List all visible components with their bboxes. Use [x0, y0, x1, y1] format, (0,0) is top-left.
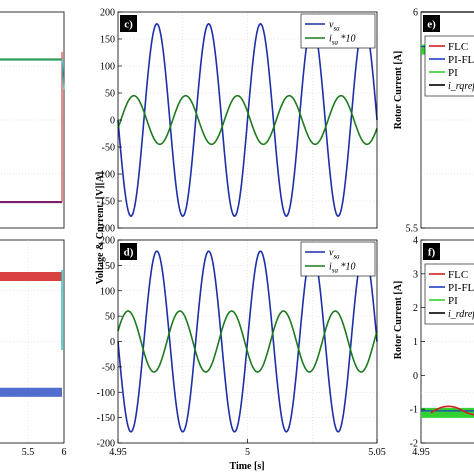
legend-entry: i_rqref [448, 81, 474, 92]
y-tick-label: -100 [97, 388, 115, 399]
step-line [61, 59, 65, 90]
axes-frame [0, 11, 65, 229]
panel-label: d) [124, 247, 134, 259]
series-line [117, 250, 378, 433]
y-tick-label: 2 [413, 303, 418, 314]
panel-label-box [120, 243, 137, 260]
y-tick-label: -50 [102, 143, 115, 154]
legend-entry: i_rdref [448, 309, 474, 320]
legend-box [300, 241, 376, 277]
legend-box [300, 13, 376, 49]
x-tick-label: 4.95 [412, 447, 430, 458]
y-tick-label: 0 [110, 337, 115, 348]
legend-entry: FLC [448, 269, 468, 281]
y-tick-label: 1 [413, 337, 418, 348]
panel-d: -200 -150 -100 -50 0 50 100 150 200 4.95 5 5.05 d) vs… [97, 236, 386, 459]
panel-label: f) [428, 247, 436, 259]
ylabel-voltage-current: Voltage & Current, [V][A] [95, 172, 106, 285]
left-bottom-panel: 5.5 6 [0, 239, 67, 458]
legend-entry: PI [448, 67, 458, 79]
y-tick-label: 200 [100, 8, 115, 19]
legend-entry: vsa [329, 248, 340, 261]
y-tick-label: -2 [410, 439, 418, 450]
ylabel-rotor-current-e: Rotor Current [A] [393, 51, 404, 130]
x-tick-label: 4.95 [109, 447, 127, 458]
panel-label-box [120, 15, 137, 32]
y-tick-label: -200 [97, 439, 115, 450]
y-tick-label: 5.5 [406, 224, 419, 235]
legend-entry: isa *10 [329, 262, 356, 275]
ylabel-rotor-current-f: Rotor Current [A] [393, 281, 404, 360]
xlabel-time: Time [s] [229, 461, 264, 472]
y-tick-label: 6 [413, 8, 418, 19]
y-tick-label: 0 [413, 371, 418, 382]
y-tick-label: 150 [100, 261, 115, 272]
legend-entry: FLC [448, 41, 468, 53]
left-top-panel [0, 11, 65, 229]
legend-entry: PI-FLC [448, 282, 474, 294]
series-line [117, 310, 378, 373]
panel-label: e) [427, 19, 436, 31]
y-tick-label: -1 [410, 405, 418, 416]
y-tick-label: 4 [413, 236, 418, 247]
legend-entry: PI [448, 295, 458, 307]
y-tick-label: -150 [97, 197, 115, 208]
y-tick-label: 3 [413, 269, 418, 280]
panel-label-box [423, 15, 440, 32]
y-tick-label: -150 [97, 413, 115, 424]
series-band [421, 407, 474, 418]
x-tick-label: 5 [245, 447, 250, 458]
y-tick-label: 50 [105, 89, 115, 100]
legend-entry: vsa [329, 20, 340, 33]
y-tick-label: 150 [100, 35, 115, 46]
series-line [117, 23, 378, 217]
series-line [430, 405, 474, 416]
y-tick-label: -50 [102, 362, 115, 373]
y-tick-label: -200 [97, 224, 115, 235]
y-tick-label: 200 [100, 236, 115, 247]
y-tick-label: 100 [100, 62, 115, 73]
series-line [117, 94, 378, 146]
axes-frame [0, 239, 65, 444]
y-tick-label: 0 [110, 116, 115, 127]
legend-entry: PI-FLC [448, 54, 474, 66]
panel-label-box [423, 243, 440, 260]
y-tick-label: -100 [97, 170, 115, 181]
x-tick-label: 6 [62, 447, 67, 458]
x-tick-label: 5.05 [368, 447, 386, 458]
y-tick-label: 100 [100, 286, 115, 297]
panel-label: c) [124, 19, 133, 31]
x-tick-label: 5.5 [22, 447, 35, 458]
y-tick-label: 50 [105, 312, 115, 323]
legend-entry: isa *10 [329, 34, 356, 47]
